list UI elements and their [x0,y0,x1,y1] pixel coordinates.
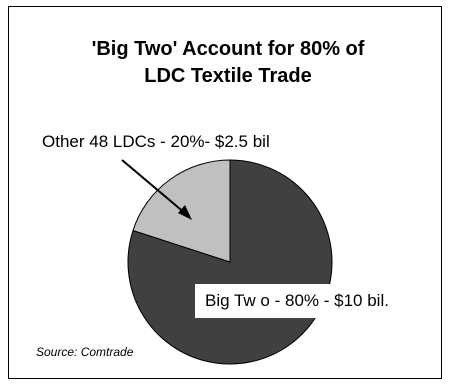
pointer-arrow [121,159,192,220]
slice-label-big-two: Big Tw o - 80% - $10 bil. [195,284,399,318]
chart-title-line-2: LDC Textile Trade [144,65,312,87]
source-note: Source: Comtrade [36,345,134,359]
slice-label-other-ldcs: Other 48 LDCs - 20%- $2.5 bil [42,132,270,151]
chart-title: 'Big Two' Account for 80% of LDC Textile… [0,36,456,90]
chart-title-line-1: 'Big Two' Account for 80% of [91,38,365,60]
